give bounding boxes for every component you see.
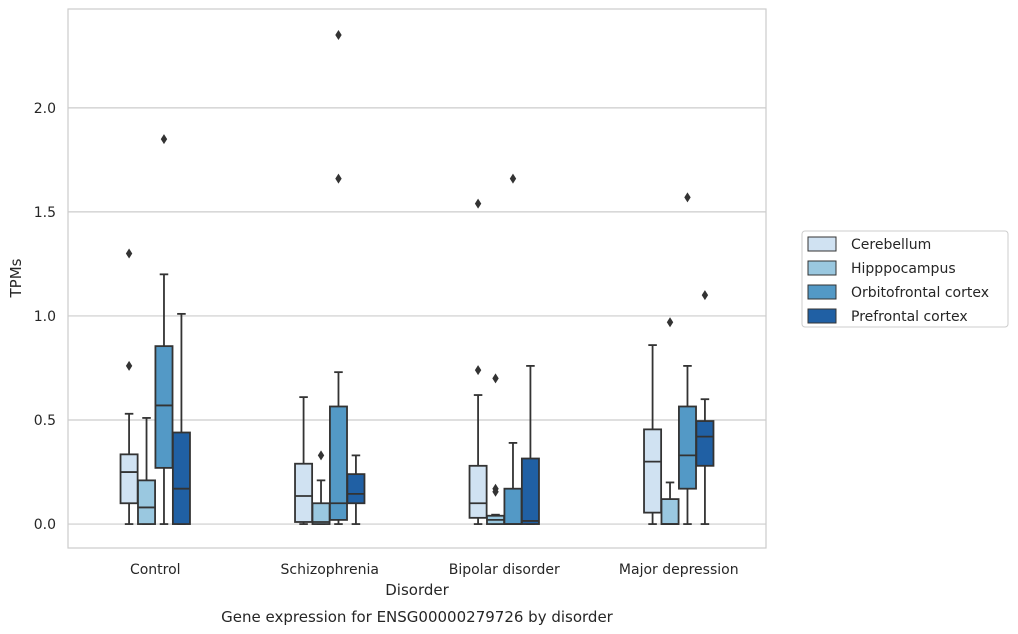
outlier-point (317, 450, 325, 461)
box-cerebellum (643, 344, 663, 525)
outlier-point (666, 317, 674, 328)
box-prefrontal-cortex (520, 365, 540, 525)
outlier-point (701, 290, 709, 301)
x-axis-label: Disorder (385, 581, 449, 599)
box-orbitofrontal-cortex (329, 30, 348, 525)
box-hipppocampus (486, 373, 505, 525)
outlier-point (474, 198, 482, 209)
legend-swatch (807, 308, 837, 324)
outlier-point (125, 248, 133, 259)
box-cerebellum (119, 248, 139, 525)
legend-label: Hipppocampus (851, 261, 956, 277)
x-tick-label: Control (130, 562, 181, 578)
x-tick-label: Bipolar disorder (449, 562, 560, 578)
legend-frame (801, 230, 1009, 328)
chart-title: Gene expression for ENSG00000279726 by d… (221, 608, 614, 626)
x-tick-label: Schizophrenia (281, 562, 379, 578)
box-hipppocampus (137, 417, 156, 525)
box-body (154, 345, 174, 469)
outlier-point (509, 173, 517, 184)
box-body (660, 498, 680, 525)
plot-frame (67, 8, 767, 549)
box-body (678, 405, 697, 490)
box-body (643, 428, 663, 514)
box-body (294, 462, 314, 523)
box-hipppocampus (660, 317, 680, 525)
legend-label: Prefrontal cortex (851, 309, 968, 325)
box-cerebellum (294, 396, 314, 525)
box-body (311, 502, 331, 525)
legend-label: Orbitofrontal cortex (851, 285, 989, 301)
box-body (503, 487, 523, 525)
outlier-point (492, 373, 499, 384)
outlier-point (125, 360, 133, 371)
x-axis-ticks: Control Schizophrenia Bipolar disorder Majo… (130, 562, 739, 578)
y-tick-label: 0.5 (34, 413, 56, 429)
y-axis-ticks: 0.0 0.5 1.0 1.5 2.0 (34, 101, 56, 533)
boxes (119, 30, 715, 525)
outlier-point (684, 192, 691, 203)
outlier-point (335, 30, 342, 41)
box-body (695, 420, 715, 467)
box-body (520, 457, 540, 525)
legend-swatch (807, 284, 837, 300)
outlier-point (160, 134, 168, 145)
legend-swatch (807, 260, 837, 276)
outlier-point (335, 173, 342, 184)
box-body (346, 473, 366, 505)
box-prefrontal-cortex (695, 290, 715, 525)
box-body (468, 464, 488, 519)
x-tick-label: Major depression (619, 562, 739, 578)
box-prefrontal-cortex (346, 454, 366, 525)
box-body (119, 453, 139, 505)
outlier-point (474, 365, 482, 376)
box-cerebellum (468, 198, 488, 525)
y-tick-label: 1.0 (34, 309, 56, 325)
y-tick-label: 1.5 (34, 205, 56, 221)
legend: Cerebellum Hipppocampus Orbitofrontal cort… (801, 230, 1009, 328)
legend-label: Cerebellum (851, 237, 931, 253)
box-prefrontal-cortex (171, 312, 191, 525)
y-axis-label: TPMs (7, 258, 25, 298)
box-body (329, 405, 348, 521)
legend-swatch (807, 236, 837, 252)
outlier-point (492, 483, 499, 494)
box-body (171, 431, 191, 525)
y-tick-label: 2.0 (34, 101, 56, 117)
box-body (137, 479, 156, 525)
box-orbitofrontal-cortex (154, 134, 174, 525)
box-hipppocampus (311, 450, 331, 525)
box-orbitofrontal-cortex (678, 192, 697, 525)
box-orbitofrontal-cortex (503, 173, 523, 525)
y-tick-label: 0.0 (34, 517, 56, 533)
